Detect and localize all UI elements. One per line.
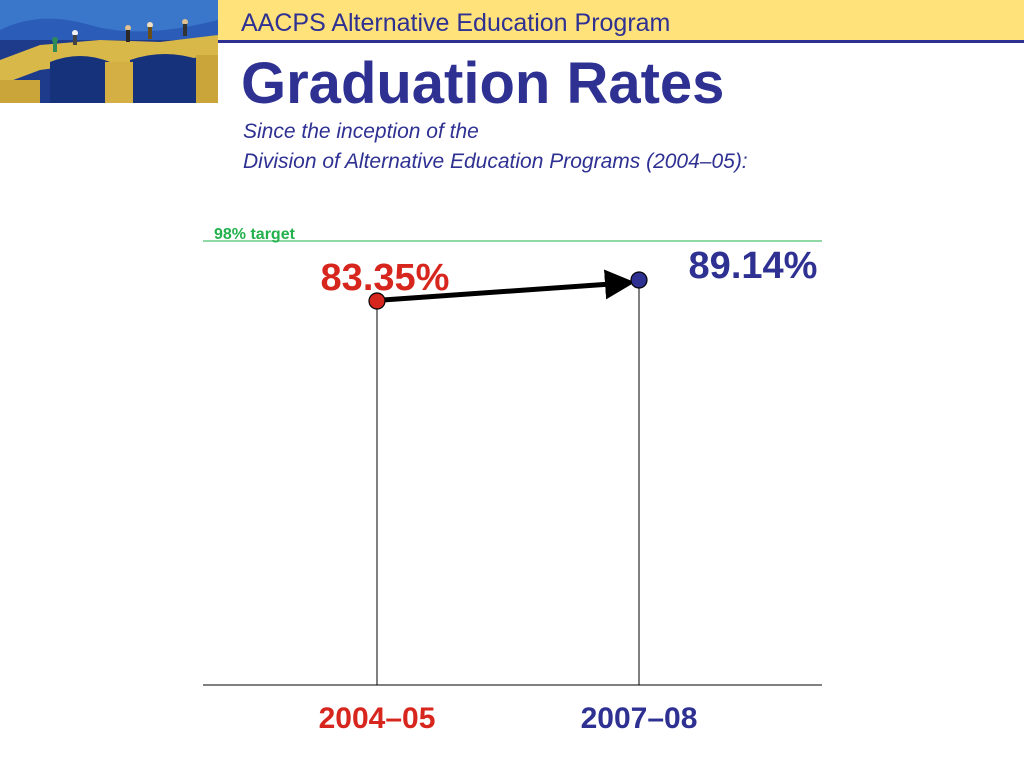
value-label-0: 83.35% bbox=[321, 257, 450, 299]
subtitle-line-2: Division of Alternative Education Progra… bbox=[243, 150, 748, 173]
target-label: 98% target bbox=[214, 226, 296, 243]
value-label-1: 89.14% bbox=[689, 245, 818, 287]
data-point-0 bbox=[368, 292, 386, 310]
data-point-1 bbox=[630, 271, 648, 289]
x-tick-label-0: 2004–05 bbox=[319, 702, 436, 735]
trend-arrow bbox=[382, 269, 635, 303]
header-rule bbox=[218, 40, 1024, 43]
page-title: Graduation Rates bbox=[241, 51, 725, 116]
x-tick-label-1: 2007–08 bbox=[581, 702, 698, 735]
subtitle-line-1: Since the inception of the bbox=[243, 120, 479, 143]
subtitle: Since the inception of the Division of A… bbox=[243, 117, 748, 177]
bridge-painting-icon bbox=[0, 0, 218, 103]
program-name: AACPS Alternative Education Program bbox=[241, 9, 671, 37]
